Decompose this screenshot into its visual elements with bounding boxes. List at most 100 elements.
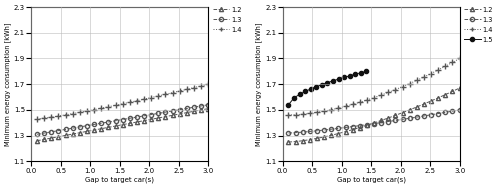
Line: 1.2: 1.2 bbox=[35, 107, 210, 143]
1.2 bbox=[48, 137, 54, 139]
1.3 bbox=[134, 116, 140, 118]
1.3 bbox=[112, 120, 118, 122]
1.2 bbox=[421, 103, 427, 105]
1.4 bbox=[156, 95, 162, 97]
1.3 bbox=[56, 129, 62, 132]
1.3 bbox=[162, 111, 168, 113]
1.4 bbox=[450, 61, 456, 64]
1.2 bbox=[371, 122, 377, 124]
1.2 bbox=[292, 140, 298, 143]
1.4 bbox=[56, 115, 62, 117]
1.3 bbox=[314, 130, 320, 132]
1.3 bbox=[364, 123, 370, 126]
1.4 bbox=[198, 85, 204, 87]
1.3 bbox=[386, 120, 392, 123]
1.4 bbox=[456, 57, 462, 60]
1.4 bbox=[62, 114, 68, 116]
1.3 bbox=[84, 125, 90, 127]
1.4 bbox=[406, 82, 412, 85]
1.4 bbox=[435, 69, 441, 71]
X-axis label: Gap to target car(s): Gap to target car(s) bbox=[336, 176, 406, 183]
1.4 bbox=[84, 110, 90, 112]
1.3 bbox=[205, 104, 211, 106]
1.3 bbox=[421, 115, 427, 117]
1.2 bbox=[406, 109, 412, 111]
Line: 1.3: 1.3 bbox=[286, 108, 462, 135]
Line: 1.4: 1.4 bbox=[34, 81, 211, 122]
Y-axis label: Minimum energy consumption [kWh]: Minimum energy consumption [kWh] bbox=[256, 22, 262, 146]
Line: 1.5: 1.5 bbox=[286, 69, 368, 107]
1.4 bbox=[98, 107, 104, 109]
1.2 bbox=[364, 124, 370, 126]
1.4 bbox=[364, 99, 370, 101]
1.2 bbox=[321, 136, 327, 138]
1.3 bbox=[286, 132, 292, 134]
1.2 bbox=[450, 90, 456, 93]
1.2 bbox=[435, 97, 441, 99]
1.4 bbox=[442, 65, 448, 67]
1.2 bbox=[400, 111, 406, 114]
1.3 bbox=[442, 111, 448, 114]
1.4 bbox=[371, 96, 377, 99]
1.4 bbox=[162, 93, 168, 95]
1.5 bbox=[330, 80, 336, 82]
1.2 bbox=[156, 117, 162, 119]
1.2 bbox=[442, 94, 448, 96]
X-axis label: Gap to target car(s): Gap to target car(s) bbox=[85, 176, 154, 183]
1.5 bbox=[346, 75, 352, 77]
1.2 bbox=[378, 119, 384, 122]
1.2 bbox=[162, 116, 168, 118]
1.4 bbox=[392, 88, 398, 91]
1.4 bbox=[286, 114, 292, 116]
1.2 bbox=[191, 110, 197, 112]
1.2 bbox=[386, 117, 392, 119]
1.3 bbox=[120, 118, 126, 121]
1.3 bbox=[191, 106, 197, 108]
1.4 bbox=[106, 106, 112, 108]
1.2 bbox=[98, 128, 104, 130]
Line: 1.2: 1.2 bbox=[286, 86, 462, 144]
1.4 bbox=[307, 112, 313, 114]
1.3 bbox=[127, 117, 133, 119]
1.5 bbox=[308, 88, 314, 90]
1.4 bbox=[321, 110, 327, 112]
1.3 bbox=[141, 115, 147, 117]
1.2 bbox=[77, 132, 83, 134]
1.2 bbox=[41, 138, 47, 140]
1.2 bbox=[428, 100, 434, 102]
1.3 bbox=[371, 122, 377, 125]
1.4 bbox=[48, 116, 54, 118]
Line: 1.4: 1.4 bbox=[286, 56, 463, 118]
Y-axis label: Minimum energy consumption [kWh]: Minimum energy consumption [kWh] bbox=[4, 22, 11, 146]
1.5 bbox=[314, 86, 320, 88]
1.2 bbox=[414, 106, 420, 108]
1.3 bbox=[450, 110, 456, 112]
1.4 bbox=[176, 90, 182, 92]
1.2 bbox=[286, 141, 292, 143]
1.5 bbox=[324, 82, 330, 84]
1.2 bbox=[307, 139, 313, 141]
1.3 bbox=[156, 112, 162, 114]
1.4 bbox=[314, 111, 320, 114]
1.5 bbox=[291, 97, 297, 99]
1.4 bbox=[300, 113, 306, 115]
1.4 bbox=[170, 92, 175, 94]
1.2 bbox=[106, 126, 112, 128]
1.2 bbox=[70, 133, 75, 135]
1.4 bbox=[91, 108, 97, 111]
1.3 bbox=[392, 119, 398, 122]
1.3 bbox=[406, 117, 412, 119]
1.2 bbox=[112, 125, 118, 127]
1.3 bbox=[328, 128, 334, 130]
1.2 bbox=[84, 130, 90, 132]
1.2 bbox=[198, 109, 204, 111]
1.4 bbox=[428, 72, 434, 75]
1.3 bbox=[62, 128, 68, 131]
1.3 bbox=[34, 133, 40, 135]
1.4 bbox=[292, 114, 298, 116]
1.2 bbox=[336, 132, 342, 135]
1.3 bbox=[184, 107, 190, 110]
1.2 bbox=[148, 118, 154, 120]
1.3 bbox=[48, 131, 54, 133]
1.3 bbox=[435, 112, 441, 115]
